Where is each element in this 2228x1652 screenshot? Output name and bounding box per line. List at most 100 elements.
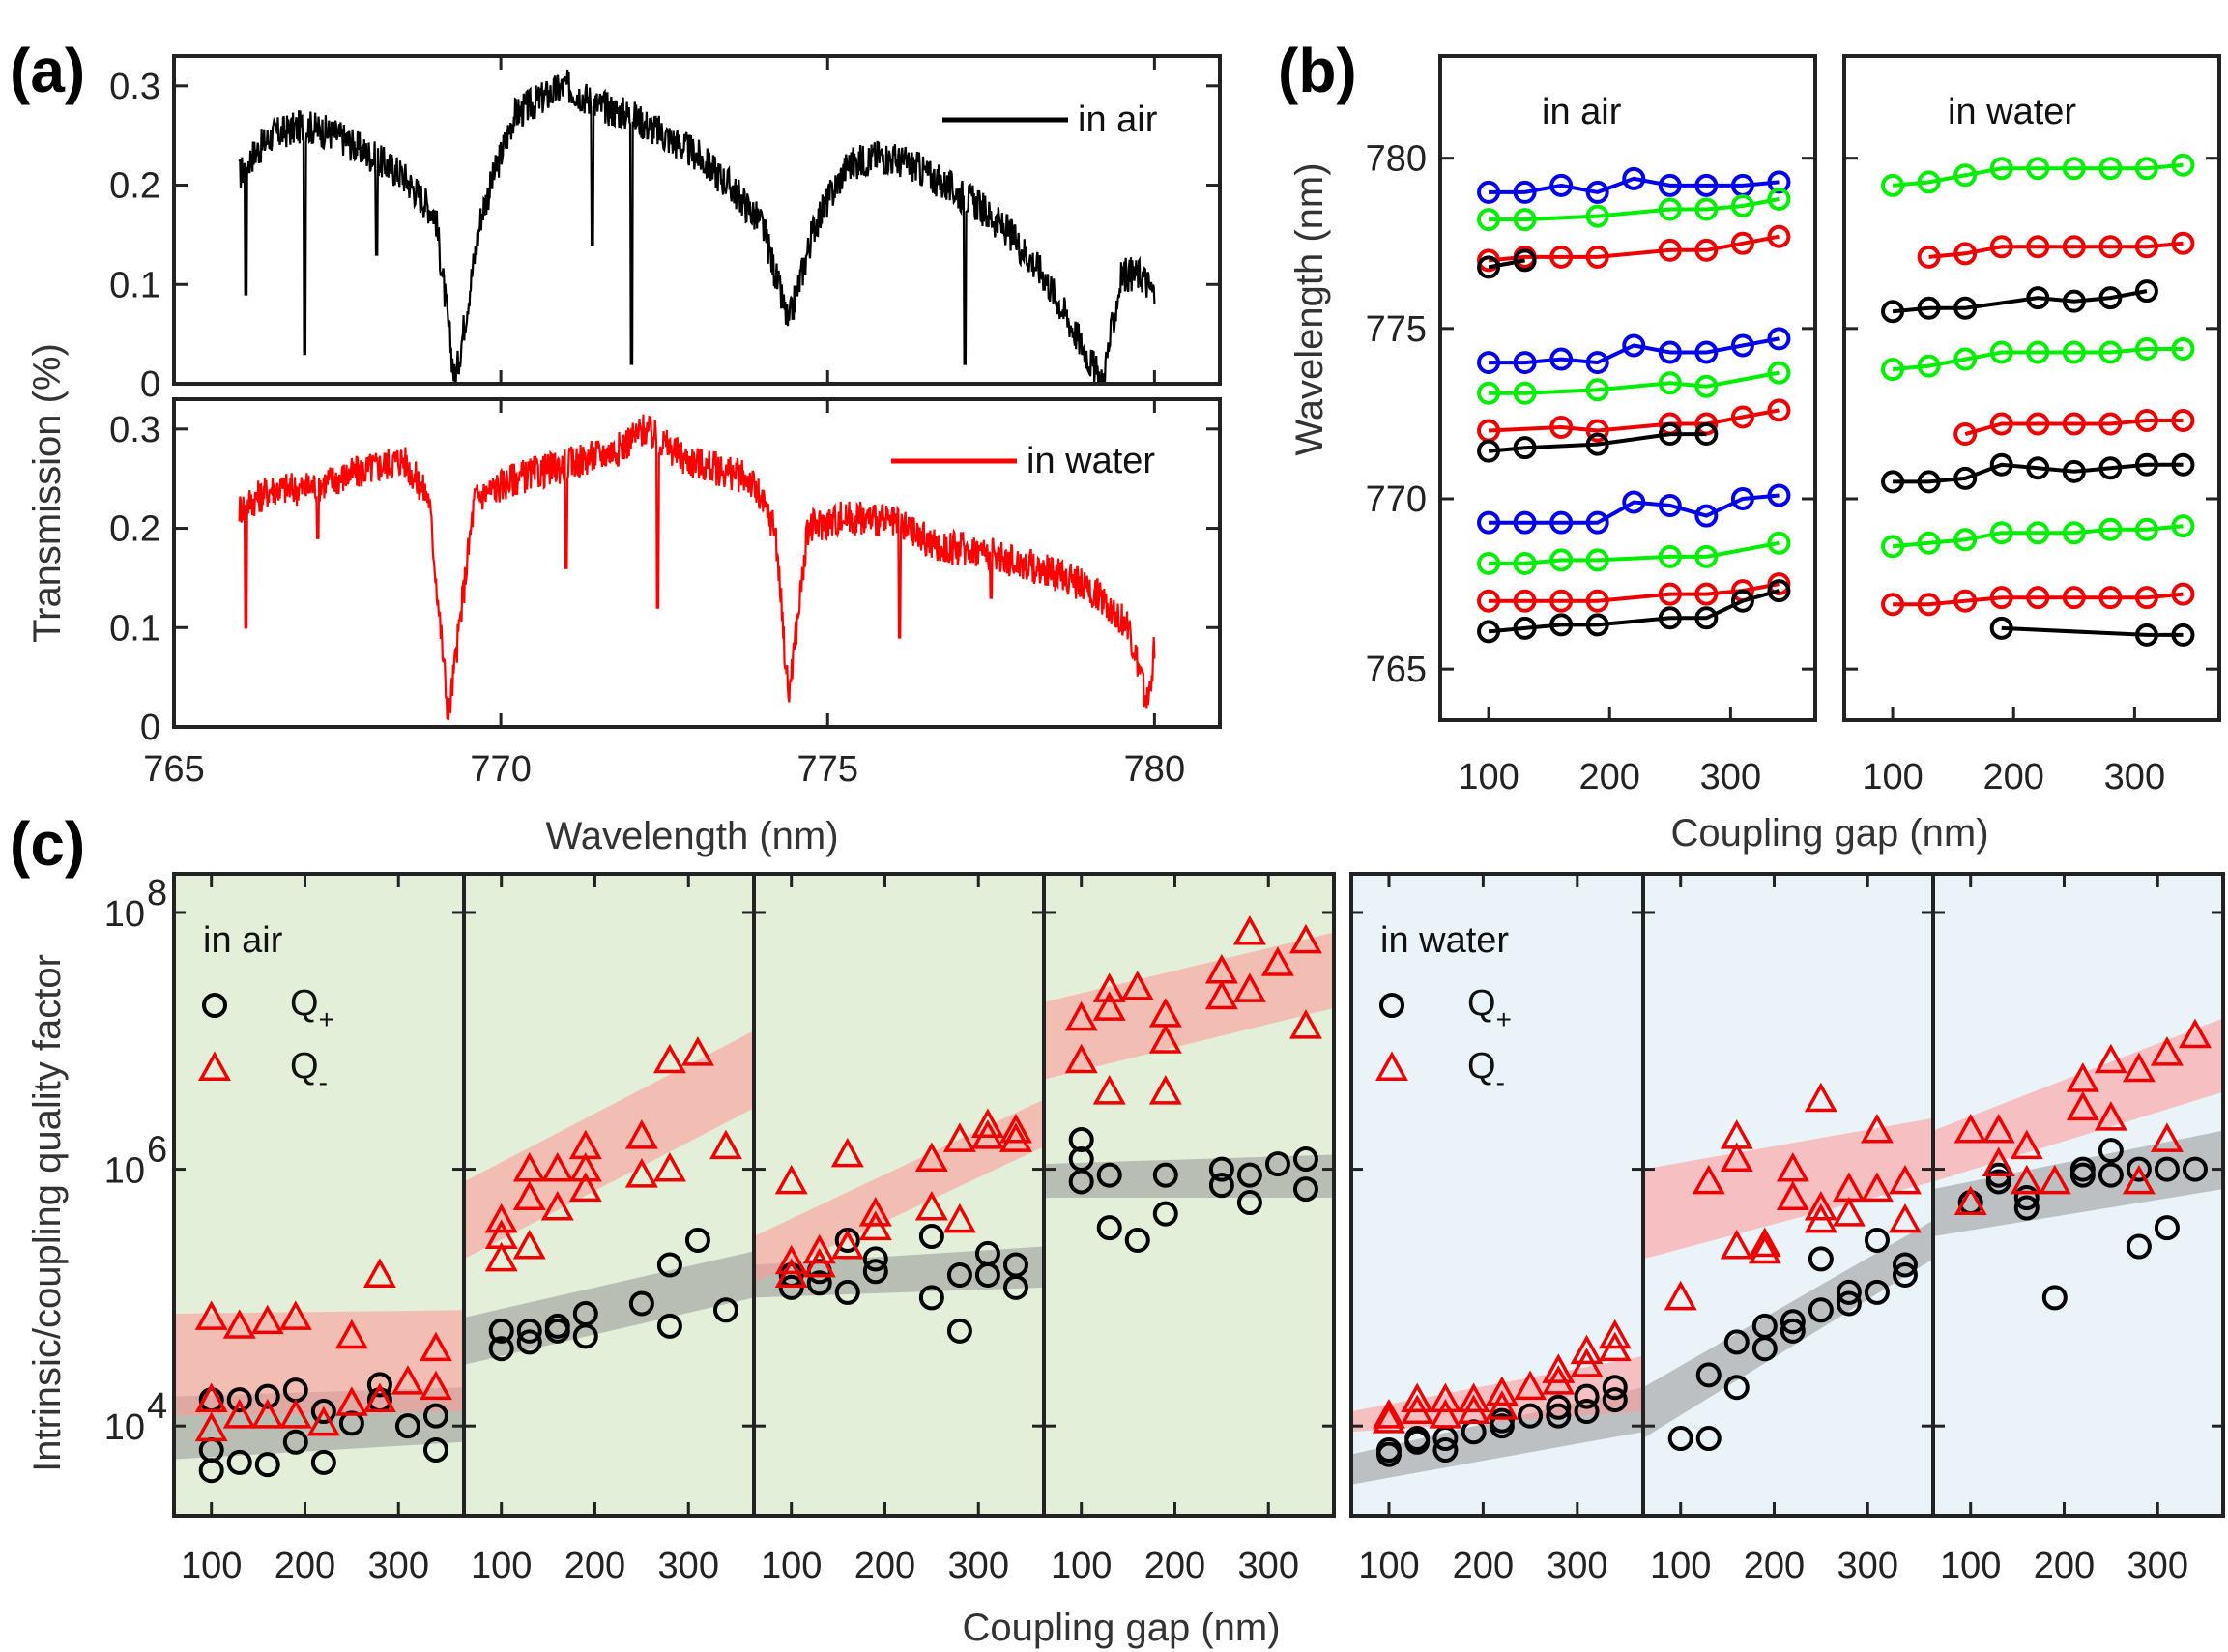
q-plus-point — [2069, 1156, 2096, 1182]
mode-point — [1513, 551, 1537, 575]
mode-point — [1585, 245, 1609, 269]
x-tick-label: 100 — [1358, 1546, 1419, 1586]
mode-point — [1477, 510, 1501, 535]
q-plus-point — [1124, 1227, 1150, 1253]
q-plus-point — [862, 1259, 888, 1285]
q-minus-point — [278, 1300, 312, 1330]
x-tick-label: 200 — [275, 1546, 335, 1586]
mode-point — [1767, 531, 1791, 555]
mode-point — [1953, 163, 1978, 188]
q-plus-point — [1808, 1297, 1834, 1323]
mode-point — [2134, 279, 2158, 304]
q-plus-point — [310, 1449, 336, 1475]
mode-point — [1694, 422, 1719, 447]
mode-point — [1953, 422, 1978, 447]
q-plus-point — [1808, 1246, 1834, 1272]
q-minus-point — [1832, 1172, 1866, 1203]
x-tick-label: 200 — [1579, 757, 1640, 797]
mode-point — [1549, 510, 1574, 535]
mode-point — [1477, 248, 1501, 273]
x-tick-label: 200 — [1144, 1546, 1205, 1586]
mode-point — [2098, 517, 2123, 541]
q-plus-point — [226, 1387, 252, 1413]
q-minus-point — [362, 1258, 396, 1288]
mode-point — [1989, 521, 2013, 545]
panel-a-xlabel: Wavelength (nm) — [545, 815, 838, 857]
y-tick-label: 0 — [140, 708, 160, 748]
q-minus-point — [998, 1113, 1032, 1144]
q-minus-point — [1288, 923, 1322, 954]
axes-frame — [172, 54, 1222, 386]
x-tick-label: 300 — [1700, 757, 1761, 797]
x-tick-label: 100 — [181, 1546, 242, 1586]
q-minus-point — [1832, 1197, 1866, 1227]
q-plus-point — [1264, 1151, 1290, 1177]
mode-point — [2171, 452, 2195, 477]
q-plus-point — [572, 1300, 598, 1326]
mode-point — [1477, 620, 1501, 644]
q-plus-point — [544, 1318, 570, 1344]
mode-point — [1989, 452, 2013, 477]
x-tick-label: 100 — [761, 1546, 822, 1586]
q-minus-point — [942, 1122, 976, 1152]
mode-point — [1917, 245, 1941, 269]
mode-point — [1989, 157, 2013, 181]
q-minus-point — [419, 1331, 452, 1362]
x-tick-label: 100 — [1940, 1546, 2001, 1586]
y-tick-label: 0 — [140, 364, 160, 405]
q-plus-point — [1723, 1329, 1750, 1355]
q-plus-point — [1574, 1399, 1600, 1425]
mode-point — [2026, 521, 2050, 545]
subplot: 100 200 300 — [172, 872, 466, 1586]
panel-c-plots: 100 200 300 100 200 300 100 200 300 100 200 300 in a… — [104, 872, 2225, 1586]
x-tick-label: 300 — [1238, 1546, 1299, 1586]
q-minus-point — [1953, 1185, 1987, 1216]
mode-point — [2098, 412, 2123, 436]
panel-letter-b: (b) — [1278, 36, 1357, 105]
x-tick-label: 765 — [143, 749, 204, 790]
mode-point — [1585, 548, 1609, 572]
mode-point — [2098, 157, 2123, 181]
mode-line — [1892, 162, 2184, 188]
axes-frame — [1842, 54, 2221, 722]
mode-point — [1477, 439, 1501, 463]
q-minus-point — [2122, 1164, 2156, 1195]
x-tick-label: 100 — [1862, 757, 1923, 797]
mode-point — [1767, 398, 1791, 422]
q-minus-point — [222, 1399, 256, 1429]
mode-point — [1658, 494, 1682, 518]
mode-line — [1892, 289, 2148, 314]
mode-point — [2171, 336, 2195, 361]
q-minus-point — [1720, 1229, 1753, 1260]
q-minus-point — [1860, 1172, 1894, 1203]
mode-point — [1953, 589, 1978, 613]
mode-point — [2062, 459, 2086, 483]
q-plus-point — [684, 1227, 710, 1253]
q-minus-point — [1748, 1233, 1781, 1264]
q-plus-point — [1292, 1146, 1318, 1173]
legend-q-minus-marker — [1375, 1051, 1408, 1081]
q-plus-point — [2126, 1233, 2152, 1260]
q-minus-point — [1692, 1164, 1725, 1195]
subplot: 100 200 300 — [1349, 872, 1645, 1586]
mode-point — [1513, 248, 1537, 273]
panel-a-ylabel: Transmission (%) — [26, 343, 69, 643]
q-minus-point — [624, 1158, 658, 1188]
mode-point — [1767, 572, 1791, 596]
x-tick-label: 200 — [1453, 1546, 1514, 1586]
q-plus-point — [1892, 1261, 1918, 1288]
mode-point — [1622, 166, 1646, 190]
q-plus-point — [1780, 1309, 1806, 1335]
x-tick-label: 775 — [797, 749, 858, 790]
q-minus-point — [1776, 1151, 1809, 1182]
q-minus-point — [540, 1151, 574, 1182]
q-plus-point — [1152, 1201, 1178, 1227]
q-minus-point — [512, 1229, 546, 1260]
mode-point — [1694, 504, 1719, 528]
q-plus-point — [226, 1449, 252, 1475]
mode-point — [1694, 374, 1719, 398]
q-minus-point — [2150, 1122, 2184, 1152]
q-minus-point — [512, 1151, 546, 1182]
q-minus-point — [970, 1108, 1004, 1139]
y-tick-exponent: 4 — [147, 1386, 167, 1427]
